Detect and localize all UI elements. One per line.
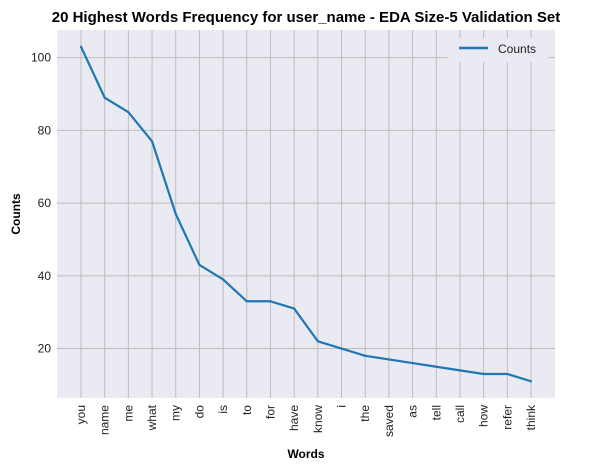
data-point [364,355,366,357]
x-tick-label: what [145,404,159,431]
x-tick-label: saved [382,405,396,437]
x-tick-label: know [311,405,325,433]
x-tick-label: me [121,405,135,422]
data-point [127,111,129,113]
data-point [246,300,248,302]
x-tick-label: think [524,404,538,430]
data-point [435,366,437,368]
data-point [317,340,319,342]
x-tick-label: as [406,405,420,418]
x-tick-label: the [358,405,372,422]
y-tick-label: 40 [38,269,52,283]
data-point [411,362,413,364]
data-point [104,97,106,99]
y-tick-label: 100 [31,51,51,65]
x-tick-label: you [74,405,88,424]
data-point [506,373,508,375]
x-tick-label: do [192,405,206,419]
x-tick-label: to [240,405,254,415]
plot-area [57,30,555,398]
x-axis-label: Words [287,447,324,461]
x-tick-label: is [216,405,230,414]
x-tick-label: have [287,405,301,431]
x-tick-label: for [263,405,277,419]
data-point [530,380,532,382]
x-tick-label: my [169,405,183,421]
chart-title: 20 Highest Words Frequency for user_name… [52,9,560,26]
legend-label-counts: Counts [498,42,536,56]
x-tick-label: call [453,405,467,423]
x-tick-label: i [335,405,349,408]
legend: Counts [448,38,548,62]
data-point [483,373,485,375]
x-tick-label: name [98,405,112,435]
data-point [151,140,153,142]
data-point [222,278,224,280]
y-tick-label: 80 [38,123,52,137]
data-point [388,358,390,360]
data-point [175,213,177,215]
y-tick-label: 60 [38,196,52,210]
y-tick-label: 20 [38,342,52,356]
x-tick-label: tell [429,405,443,420]
y-axis-ticks: 20 40 60 80 100 [31,51,51,356]
x-tick-label: refer [500,405,514,430]
data-point [340,347,342,349]
data-point [80,46,82,48]
x-tick-label: how [477,405,491,427]
data-point [198,264,200,266]
x-axis-ticks: you name me what my do is to for have know i the save… [74,404,538,437]
data-point [293,307,295,309]
data-point [269,300,271,302]
y-axis-label: Counts [9,193,23,235]
data-point [459,369,461,371]
